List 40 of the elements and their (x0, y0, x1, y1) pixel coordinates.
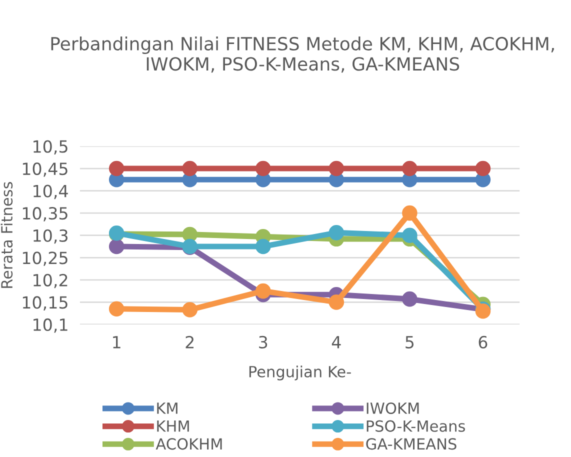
point (475, 160, 491, 176)
legend-label: GA-KMEANS (366, 438, 456, 450)
point (402, 291, 418, 307)
point (108, 160, 124, 176)
y-tick-label: 10,3 (34, 229, 68, 244)
legend-label: KM (157, 402, 178, 414)
point (108, 301, 124, 317)
x-tick-label: 2 (186, 336, 194, 348)
y-tick-label: 10,4 (34, 184, 68, 200)
x-axis-title: Pengujian Ke- (249, 366, 351, 380)
point (402, 160, 418, 176)
chart-title: Perbandingan Nilai FITNESS Metode KM, KHM, ACOKHM, IWOKM, PSO-K-Means, GA-KMEANS (51, 36, 554, 73)
y-tick-label: 10,5 (34, 140, 68, 155)
point (108, 238, 124, 254)
legend-label: KHM (157, 420, 189, 432)
point (255, 283, 271, 299)
x-tick-label: 1 (113, 336, 120, 348)
point (182, 302, 198, 318)
point (328, 294, 344, 310)
point (255, 238, 271, 254)
point (402, 228, 418, 243)
legend-label: PSO-K-Means (366, 420, 465, 432)
point (255, 160, 271, 176)
y-axis-title: Rerata Fitness (0, 182, 13, 288)
legend-label: IWOKM (366, 402, 419, 414)
point (402, 205, 418, 221)
x-tick-label: 6 (478, 336, 488, 348)
x-tick-label: 4 (332, 336, 341, 348)
x-tick-label: 3 (259, 336, 268, 348)
y-tick-label: 10,1 (34, 318, 68, 333)
y-tick-label: 10,45 (22, 162, 68, 177)
y-tick-label: 10,25 (22, 252, 68, 266)
legend-label: ACOKHM (156, 438, 222, 450)
point (328, 225, 344, 240)
y-tick-label: 10,15 (22, 296, 68, 310)
y-tick-label: 10,35 (22, 207, 68, 222)
point (328, 160, 344, 176)
point (182, 160, 198, 176)
y-tick-label: 10,2 (34, 274, 68, 288)
x-tick-label: 5 (406, 336, 414, 348)
